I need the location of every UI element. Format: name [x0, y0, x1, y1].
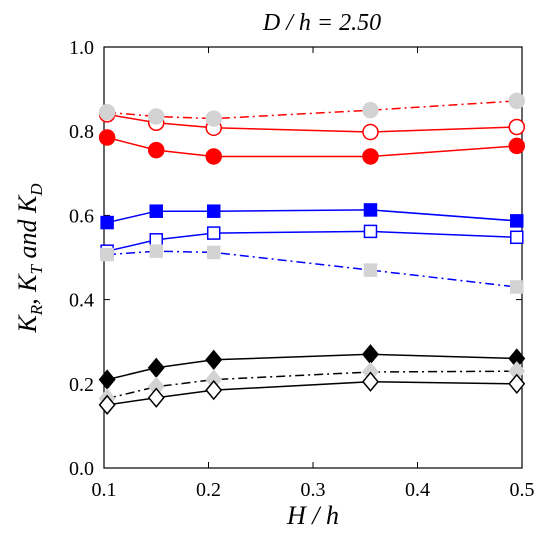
series-6 — [100, 244, 524, 294]
series-line — [106, 353, 517, 381]
data-point — [206, 226, 221, 240]
data-point — [510, 280, 524, 294]
data-point — [148, 141, 165, 159]
y-tick-label: 1.0 — [69, 37, 94, 59]
chart-title: D / h = 2.50 — [262, 10, 381, 36]
data-point — [361, 344, 379, 365]
data-point — [98, 369, 116, 390]
data-point — [362, 101, 379, 119]
x-tick-label: 0.1 — [92, 479, 117, 501]
series-1 — [98, 129, 526, 165]
series-3 — [98, 92, 526, 127]
data-point — [206, 204, 221, 218]
data-point — [362, 148, 379, 165]
series-2 — [98, 106, 526, 141]
data-point — [363, 263, 378, 277]
x-tick-label: 0.2 — [196, 479, 221, 501]
data-point — [98, 104, 116, 121]
y-label-k-d: K — [13, 194, 42, 214]
y-label-sub-d: D — [27, 183, 46, 197]
data-point — [508, 118, 526, 136]
y-label-sub-r: R — [27, 304, 46, 316]
x-tick-label: 0.5 — [510, 479, 535, 501]
series-5 — [100, 224, 524, 258]
series-7 — [98, 344, 526, 390]
series-line — [107, 100, 517, 120]
data-point — [98, 129, 116, 146]
data-point — [206, 245, 221, 260]
data-point — [205, 379, 223, 401]
data-point — [510, 230, 524, 245]
x-tick-label: 0.4 — [405, 479, 430, 501]
data-point — [147, 357, 165, 378]
data-point — [363, 203, 378, 217]
data-point — [100, 247, 114, 262]
data-point — [363, 224, 378, 239]
data-point — [205, 148, 222, 165]
series-line — [107, 250, 517, 288]
x-tick-labels: 0.1 0.2 0.3 0.4 0.5 — [92, 479, 535, 501]
x-tick-label: 0.3 — [301, 479, 326, 501]
data-point — [147, 387, 165, 408]
y-tick-label: 0.6 — [69, 205, 94, 227]
y-axis-label: KR, KT and KD — [13, 183, 46, 334]
data-point — [100, 215, 114, 230]
series-line — [106, 209, 517, 224]
y-tick-label: 0.0 — [69, 458, 94, 480]
y-label-and: and — [13, 213, 42, 265]
y-label-sub-t: T — [27, 264, 46, 275]
data-point — [510, 214, 524, 228]
y-tick-label: 0.4 — [69, 290, 94, 312]
y-tick-label: 0.8 — [69, 121, 94, 143]
series-9 — [98, 371, 526, 416]
data-point — [508, 373, 526, 394]
chart-title-ratio: D / h — [262, 10, 311, 36]
series-line — [106, 230, 517, 252]
tick-marks — [103, 46, 523, 469]
y-tick-label: 0.2 — [69, 374, 94, 396]
y-label-k-r: K — [13, 314, 42, 334]
x-axis-label: H / h — [286, 501, 339, 530]
data-point — [362, 123, 379, 141]
data-point — [98, 394, 116, 416]
series-layer — [98, 92, 526, 416]
plot-frame — [103, 46, 523, 469]
data-point — [149, 233, 163, 247]
y-tick-labels: 0.0 0.2 0.4 0.6 0.8 1.0 — [69, 37, 94, 480]
data-point — [508, 137, 526, 155]
data-point — [205, 349, 223, 370]
series-4 — [100, 203, 524, 230]
y-label-comma: , — [13, 292, 42, 305]
data-point — [149, 244, 163, 258]
data-point — [205, 110, 222, 127]
data-point — [149, 204, 163, 218]
series-line — [106, 136, 517, 158]
data-point — [148, 108, 165, 125]
data-point — [508, 92, 526, 110]
chart-title-value: = 2.50 — [317, 10, 381, 36]
data-point — [361, 371, 379, 392]
y-label-k-t: K — [13, 273, 42, 293]
